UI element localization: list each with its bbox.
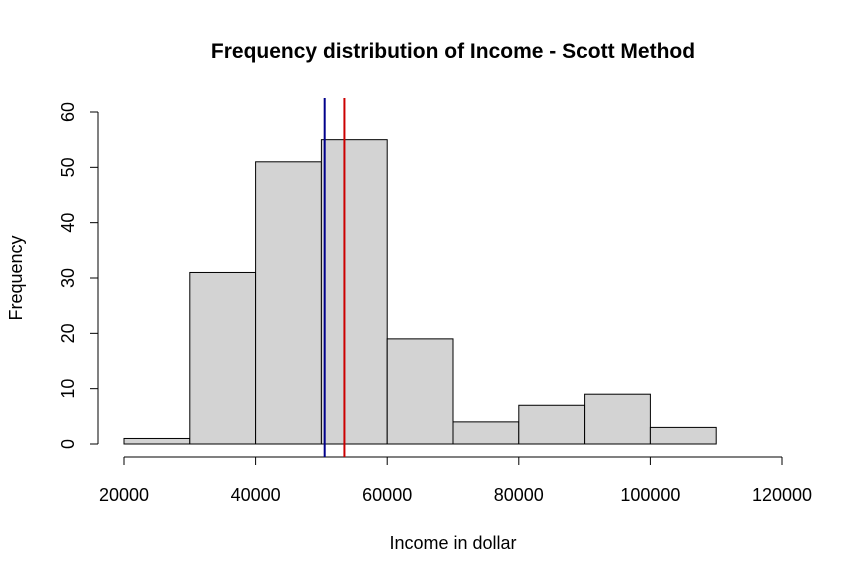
x-tick-label: 100000 <box>620 485 680 505</box>
y-axis-label: Frequency <box>6 235 26 320</box>
histogram-bar <box>123 437 191 445</box>
x-tick-label: 120000 <box>752 485 812 505</box>
x-tick-label: 20000 <box>99 485 149 505</box>
y-axis: 0 10 20 30 40 50 60 <box>58 102 99 449</box>
histogram-bar <box>649 426 717 445</box>
y-tick-label: 40 <box>58 213 78 233</box>
histogram-bar <box>518 404 586 445</box>
histogram-bar <box>452 421 520 445</box>
x-axis-label: Income in dollar <box>389 533 516 553</box>
y-tick-label: 60 <box>58 102 78 122</box>
histogram-bar <box>584 393 651 445</box>
y-tick-label: 50 <box>58 157 78 177</box>
histogram-bar <box>255 161 322 445</box>
y-tick-label: 10 <box>58 379 78 399</box>
y-tick-label: 30 <box>58 268 78 288</box>
reference-lines <box>323 98 346 457</box>
y-tick-label: 0 <box>58 439 78 449</box>
chart-title: Frequency distribution of Income - Scott… <box>211 40 695 63</box>
bars-group <box>123 139 717 445</box>
x-tick-label: 40000 <box>231 485 281 505</box>
x-tick-label: 60000 <box>362 485 412 505</box>
histogram-bar <box>320 139 388 445</box>
y-tick-label: 20 <box>58 323 78 343</box>
histogram-bar <box>386 338 454 445</box>
x-axis: 20000 40000 60000 80000 100000 120000 <box>99 456 812 505</box>
histogram-bar <box>189 271 257 445</box>
x-tick-label: 80000 <box>494 485 544 505</box>
